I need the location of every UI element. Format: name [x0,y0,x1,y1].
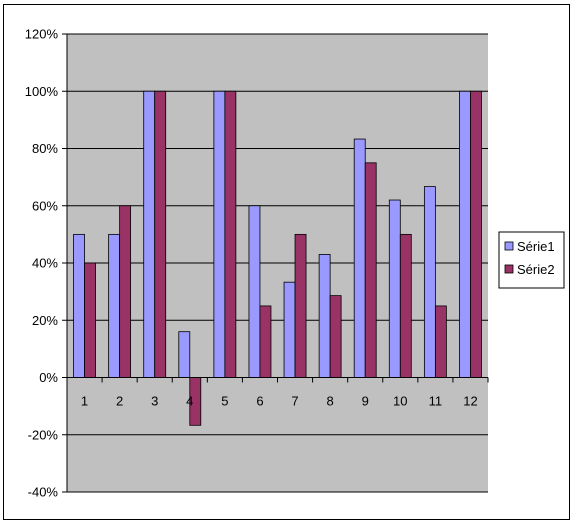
x-tick-label: 4 [186,394,193,409]
bar-serie1-cat-7 [283,281,296,378]
bar-serie1-cat-12 [459,90,471,378]
y-tick-label: 40% [32,256,58,271]
legend-swatch-serie1 [504,241,514,251]
y-tick-label: 60% [32,198,58,213]
x-tick-label: 5 [221,394,228,409]
y-tick-label: -40% [28,485,59,500]
bar-serie2-cat-12 [470,90,482,378]
legend-label-serie1: Série1 [517,239,555,254]
x-tick-label: 10 [393,394,407,409]
bar-serie2-cat-1 [84,262,96,378]
legend-label-serie2: Série2 [517,262,555,277]
bar-serie2-cat-10 [399,233,412,378]
bar-serie1-cat-10 [388,199,401,378]
x-tick-label: 9 [362,394,369,409]
legend-swatch-serie2 [504,264,514,274]
bar-serie1-cat-1 [73,233,85,378]
bar-serie2-cat-7 [294,233,307,378]
legend: Série1 Série2 [498,231,565,289]
y-tick-label: 80% [32,141,58,156]
bar-serie1-cat-2 [108,233,121,378]
y-tick-label: -20% [28,427,59,442]
bar-serie1-cat-11 [423,186,436,378]
x-tick-label: 1 [81,394,88,409]
y-tick-labels: -40% -20% 0% 20% 40% 60% 80% 100% 120% [25,27,59,500]
x-tick-label: 7 [291,394,298,409]
bar-serie1-cat-4 [178,331,191,378]
x-tick-labels: 1 2 3 4 5 6 7 8 9 10 11 12 [81,394,478,409]
x-tick-label: 3 [151,394,158,409]
bar-serie2-cat-9 [364,162,377,378]
x-tick-label: 12 [463,394,477,409]
bar-serie1-cat-3 [143,90,156,378]
bar-serie2-cat-11 [434,305,447,378]
bar-serie1-cat-8 [318,254,331,378]
bar-serie2-cat-3 [154,90,167,378]
legend-box [498,231,565,289]
y-tick-label: 120% [25,27,59,42]
y-tick-label: 20% [32,313,58,328]
y-tick-label: 100% [25,84,59,99]
x-tick-label: 6 [256,394,263,409]
bar-serie2-cat-5 [224,90,237,378]
x-tick-label: 11 [429,394,443,409]
bar-serie2-cat-8 [329,295,342,378]
bar-serie2-cat-2 [119,205,132,378]
x-tick-label: 8 [327,394,334,409]
x-tick-label: 2 [116,394,123,409]
axes [62,33,489,493]
y-tick-label: 0% [39,370,58,385]
bar-serie1-cat-9 [353,138,366,378]
bar-serie1-cat-6 [248,205,261,378]
bar-serie2-cat-6 [259,305,272,378]
bar-serie1-cat-5 [213,90,226,378]
